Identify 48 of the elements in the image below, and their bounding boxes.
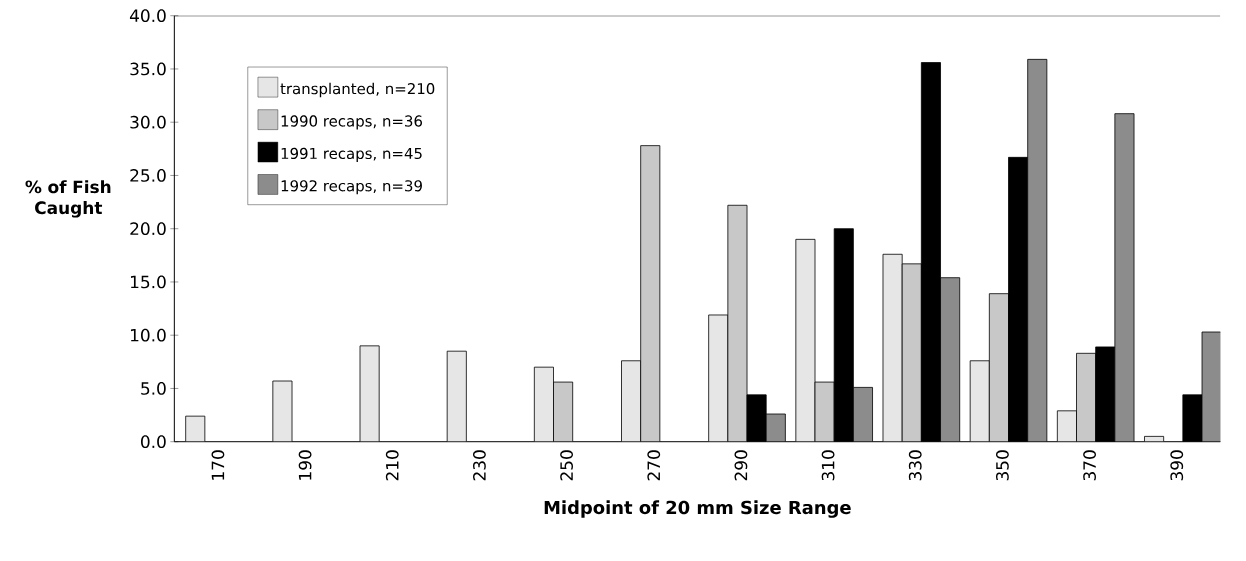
bar [940, 277, 960, 442]
bar [883, 254, 903, 442]
bar [447, 351, 467, 442]
bar [1027, 59, 1047, 442]
bar [272, 381, 293, 442]
x-tick-label: 190 [298, 450, 312, 480]
x-tick-label: 230 [473, 450, 486, 481]
y-tick-label: 40.0 [129, 9, 166, 23]
bar [534, 367, 554, 442]
x-tick-label: 210 [385, 450, 399, 481]
y-tick-label: 0.0 [141, 435, 166, 449]
legend-label: transplanted, n=210 [280, 82, 435, 98]
bar [815, 382, 835, 442]
y-tick-label: 20.0 [130, 222, 166, 236]
bar [727, 205, 748, 442]
x-tick-label: 350 [996, 450, 1009, 481]
x-tick-label: 310 [821, 450, 835, 481]
x-tick-label: 250 [560, 450, 573, 481]
x-tick-label: 330 [908, 450, 922, 481]
bar [1057, 410, 1077, 442]
y-axis-title: % of Fish Caught [25, 180, 111, 218]
y-tick-label: 35.0 [130, 62, 166, 76]
legend-label: 1990 recaps, n=36 [281, 115, 423, 130]
bar [708, 314, 728, 442]
bar [853, 387, 873, 442]
bar [970, 360, 990, 442]
bar [795, 239, 816, 442]
x-tick-label: 270 [647, 450, 661, 481]
bar [621, 360, 641, 442]
y-tick-label: 25.0 [130, 169, 166, 182]
bar [360, 345, 380, 442]
y-tick-label: 5.0 [141, 382, 166, 395]
bar [902, 263, 922, 442]
bar [989, 293, 1009, 442]
legend-label: 1991 recaps, n=45 [281, 147, 422, 162]
bar [640, 145, 660, 442]
x-tick-label: 390 [1170, 450, 1184, 481]
x-tick-label: 170 [211, 450, 225, 480]
y-tick-label: 30.0 [130, 115, 166, 129]
legend-label: 1992 recaps, n=39 [281, 180, 422, 195]
x-tick-label: 290 [734, 450, 748, 481]
x-tick-label: 370 [1083, 450, 1096, 481]
bar [553, 382, 573, 442]
bar [1076, 352, 1097, 442]
y-tick-label: 10.0 [130, 328, 166, 342]
y-tick-label: 15.0 [130, 275, 166, 289]
x-axis-title: Midpoint of 20 mm Size Range [544, 500, 851, 518]
bar [1201, 331, 1221, 442]
